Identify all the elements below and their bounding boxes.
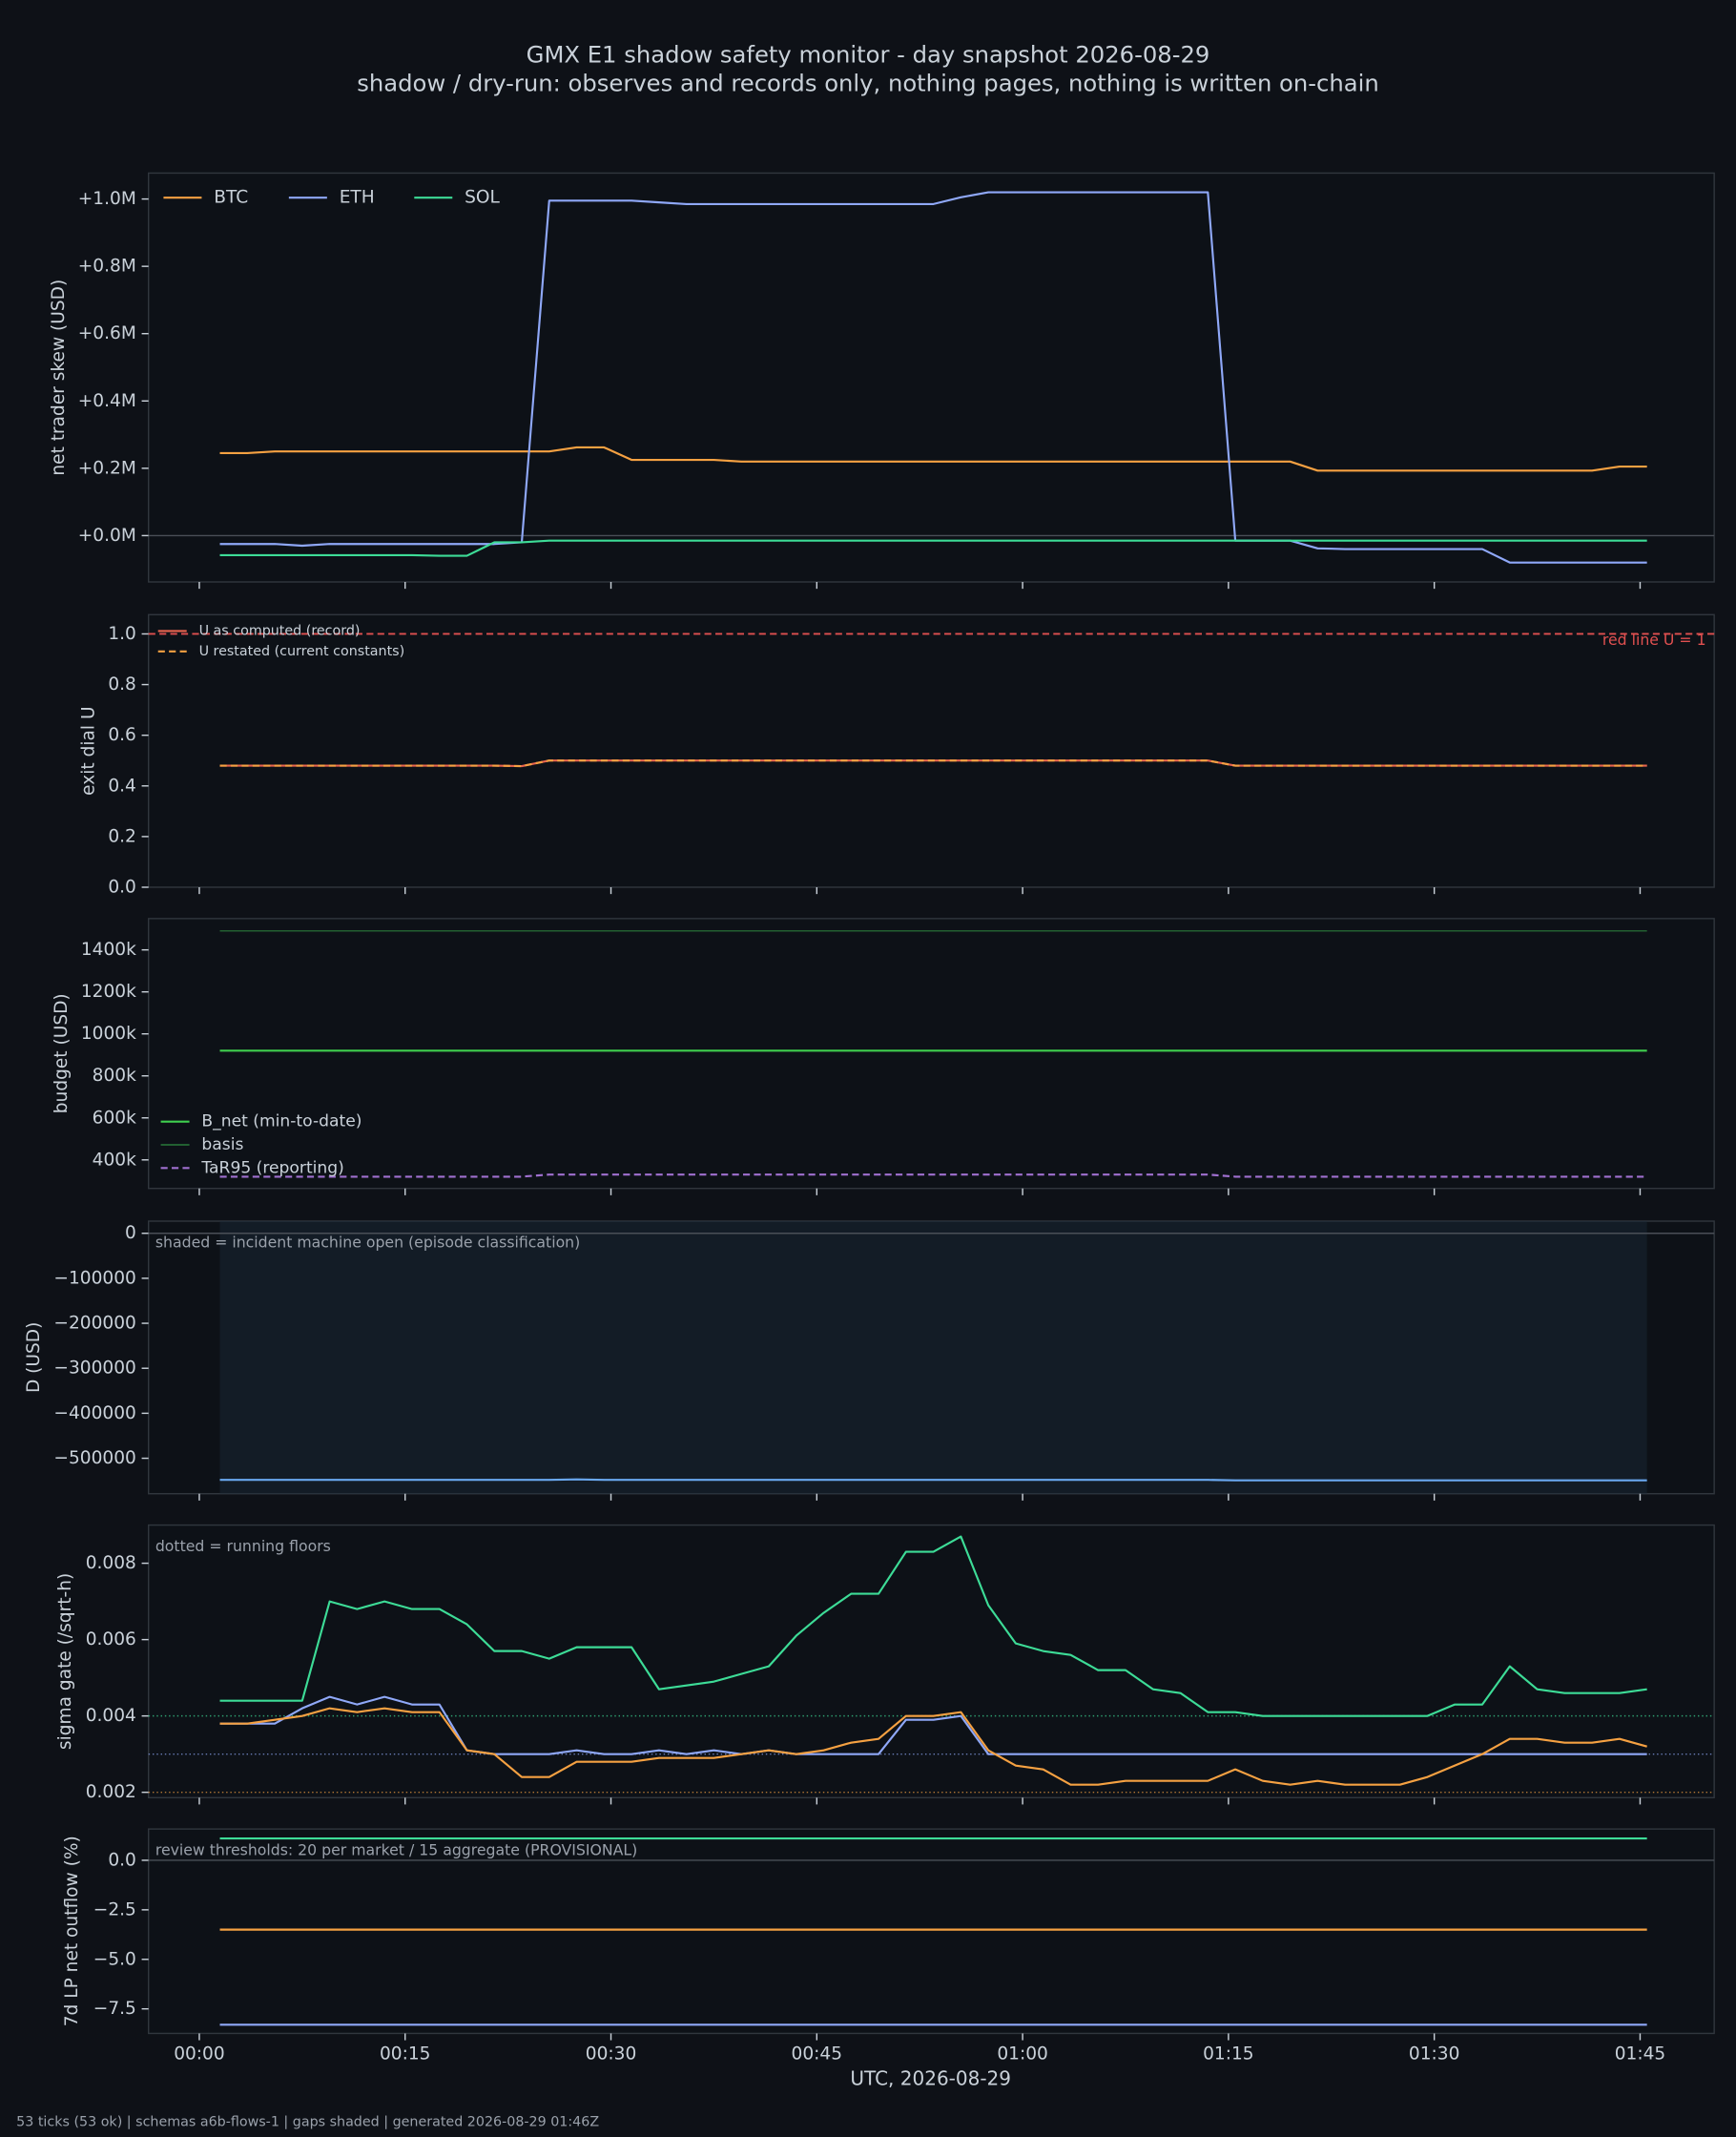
y-axis-label: sigma gate (/sqrt-h) xyxy=(55,1573,75,1750)
series-line xyxy=(219,446,1647,472)
legend-label: BTC xyxy=(214,188,248,208)
series-line xyxy=(219,1535,1647,1717)
y-tick-label: −500000 xyxy=(53,1448,135,1468)
y-tick-label: 1400k xyxy=(81,940,136,960)
y-tick-label: 600k xyxy=(93,1108,136,1128)
legend-label: TaR95 (reporting) xyxy=(200,1158,343,1177)
y-tick-label: 0 xyxy=(125,1223,136,1243)
y-axis-label: net trader skew (USD) xyxy=(49,280,69,476)
axes-frame xyxy=(148,1524,1715,1799)
axes-frame xyxy=(148,1220,1715,1495)
y-tick-label: −200000 xyxy=(53,1314,135,1334)
x-tick-label: 00:15 xyxy=(380,2044,431,2064)
x-tick-label: 00:00 xyxy=(174,2044,225,2064)
y-axis-label: D (USD) xyxy=(24,1322,44,1393)
x-tick-label: 00:45 xyxy=(792,2044,843,2064)
legend-label: ETH xyxy=(340,188,375,208)
y-tick-label: +0.0M xyxy=(78,526,136,546)
legend-label: U as computed (record) xyxy=(199,623,361,638)
y-tick-label: 0.004 xyxy=(86,1706,136,1726)
y-tick-label: 1000k xyxy=(81,1024,136,1044)
y-tick-label: 800k xyxy=(93,1066,136,1086)
legend-label: basis xyxy=(201,1135,243,1154)
series-line xyxy=(219,1478,1647,1482)
series-line xyxy=(219,1707,1647,1786)
y-tick-label: 0.002 xyxy=(86,1782,136,1802)
x-tick-label: 00:30 xyxy=(586,2044,637,2064)
y-axis-label: 7d LP net outflow (%) xyxy=(62,1836,82,2026)
x-tick-label: 01:45 xyxy=(1615,2044,1665,2064)
y-tick-label: 0.4 xyxy=(108,776,136,796)
y-tick-label: 0.2 xyxy=(108,826,136,846)
y-tick-label: 0.006 xyxy=(86,1629,136,1649)
y-tick-label: 400k xyxy=(93,1150,136,1170)
y-axis-label: exit dial U xyxy=(78,706,98,795)
axes-frame xyxy=(148,918,1715,1190)
y-tick-label: −100000 xyxy=(53,1268,135,1288)
x-tick-label: 01:15 xyxy=(1203,2044,1254,2064)
axes-frame xyxy=(148,613,1715,888)
y-tick-label: 0.0 xyxy=(108,877,136,897)
x-tick-label: 01:00 xyxy=(997,2044,1048,2064)
y-axis-label: budget (USD) xyxy=(52,993,72,1113)
y-tick-label: 0.0 xyxy=(108,1850,136,1870)
y-tick-label: −300000 xyxy=(53,1359,135,1379)
y-tick-label: +1.0M xyxy=(78,189,136,209)
annotation: shaded = incident machine open (episode … xyxy=(155,1233,580,1251)
series-line xyxy=(219,759,1647,768)
y-tick-label: −2.5 xyxy=(93,1899,136,1919)
y-tick-label: 0.8 xyxy=(108,674,136,695)
title: GMX E1 shadow safety monitor - day snaps… xyxy=(527,41,1210,69)
series-line xyxy=(219,191,1647,564)
annotation: review thresholds: 20 per market / 15 ag… xyxy=(155,1841,637,1859)
legend-label: B_net (min-to-date) xyxy=(201,1112,362,1131)
y-tick-label: +0.8M xyxy=(78,257,136,277)
axes-frame xyxy=(148,172,1715,583)
annotation: dotted = running floors xyxy=(155,1537,331,1555)
shaded-region xyxy=(219,1221,1647,1494)
annotation: red line U = 1 xyxy=(1602,631,1706,649)
y-tick-label: 1.0 xyxy=(108,624,136,644)
y-tick-label: 1200k xyxy=(81,982,136,1002)
series-line xyxy=(219,1695,1647,1755)
x-tick-label: 01:30 xyxy=(1409,2044,1460,2064)
y-tick-label: −7.5 xyxy=(93,1999,136,2019)
y-tick-label: −400000 xyxy=(53,1403,135,1423)
legend-label: SOL xyxy=(465,188,500,208)
series-line xyxy=(219,539,1647,557)
series-line xyxy=(219,1173,1647,1178)
y-tick-label: +0.4M xyxy=(78,391,136,411)
y-tick-label: −5.0 xyxy=(93,1949,136,1969)
legend-label: U restated (current constants) xyxy=(199,644,405,659)
x-axis-label: UTC, 2026-08-29 xyxy=(850,2067,1011,2090)
axes-frame xyxy=(148,1828,1715,2035)
y-tick-label: +0.6M xyxy=(78,323,136,343)
y-tick-label: +0.2M xyxy=(78,458,136,478)
footer: 53 ticks (53 ok) | schemas a6b-flows-1 |… xyxy=(16,2114,599,2129)
subtitle: shadow / dry-run: observes and records o… xyxy=(357,70,1379,97)
y-tick-label: 0.008 xyxy=(86,1553,136,1573)
y-tick-label: 0.6 xyxy=(108,725,136,745)
